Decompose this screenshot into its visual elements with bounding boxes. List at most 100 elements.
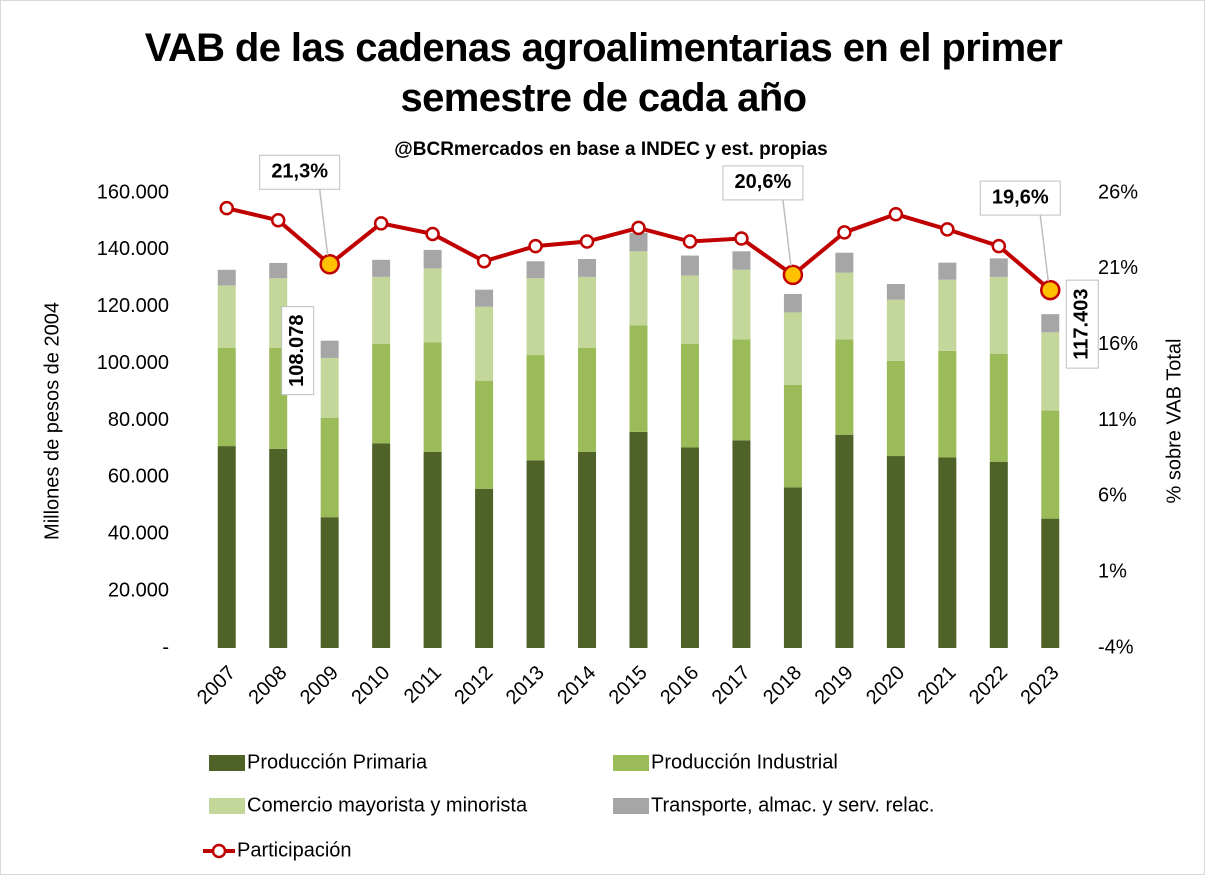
bar-segment (629, 431, 648, 648)
bar-segment (526, 460, 545, 648)
bar-segment (372, 276, 391, 344)
bar-segment (475, 488, 494, 648)
bar-segment (217, 446, 236, 648)
legend-label: Producción Primaria (247, 751, 428, 773)
y2-tick-label: 26% (1098, 181, 1138, 203)
y-tick-label: 60.000 (108, 466, 169, 488)
bar-segment (732, 339, 751, 441)
bar-segment (372, 343, 391, 444)
line-marker (270, 213, 286, 228)
y-axis-title: Millones de pesos de 2004 (41, 302, 63, 540)
y-tick-label: 120.000 (97, 295, 169, 317)
legend-label: Producción Industrial (651, 751, 838, 773)
line-marker (837, 225, 852, 240)
bar-segment (938, 457, 957, 648)
bar-segment (578, 347, 597, 452)
line-marker (734, 231, 749, 246)
bar-segment (475, 380, 494, 489)
y-tick-label: 40.000 (108, 523, 169, 545)
leader-line (1039, 214, 1050, 282)
bar-segment (423, 268, 442, 343)
bar-segment (320, 340, 339, 358)
line-marker (425, 226, 440, 242)
line-marker (319, 254, 340, 275)
bar-segment (783, 487, 802, 648)
x-tick-label: 2011 (400, 662, 446, 708)
legend-swatch (613, 798, 649, 814)
x-tick-label: 2014 (553, 662, 600, 709)
bar-segment (269, 448, 288, 648)
y2-tick-label: 16% (1098, 333, 1138, 355)
chart-title: VAB de las cadenas agroalimentarias en e… (1, 23, 1204, 123)
x-tick-label: 2019 (811, 662, 858, 709)
bar-segment (989, 461, 1008, 648)
y-tick-label: 100.000 (97, 352, 169, 374)
legend-swatch (209, 755, 245, 771)
x-tick-label: 2022 (965, 662, 1012, 709)
legend-label: Transporte, almac. y serv. relac. (651, 794, 934, 816)
bar-segment (886, 284, 905, 300)
x-tick-label: 2008 (244, 662, 291, 709)
data-label: 20,6% (735, 171, 792, 193)
bar-segment (526, 278, 545, 356)
annotation-box (1065, 279, 1099, 369)
bar-segment (526, 261, 545, 279)
line-marker (1040, 279, 1061, 301)
bar-segment (269, 262, 288, 279)
legend-label: Participación (237, 839, 352, 861)
x-tick-label: 2016 (656, 662, 703, 709)
x-tick-label: 2021 (914, 662, 961, 709)
legend-marker (211, 843, 227, 859)
y-tick-label: 80.000 (108, 409, 169, 431)
bar-segment (835, 252, 854, 273)
bar-segment (989, 258, 1008, 277)
x-tick-label: 2018 (759, 662, 806, 709)
y-tick-label: - (162, 636, 169, 658)
bar-segment (1041, 410, 1060, 519)
x-tick-label: 2012 (450, 662, 497, 709)
bar-segment (320, 357, 339, 418)
bar-segment (680, 343, 699, 448)
y2-tick-label: -4% (1098, 636, 1134, 658)
data-label: 21,3% (271, 161, 328, 183)
x-tick-label: 2013 (502, 662, 549, 709)
bar-segment (372, 443, 391, 648)
line-marker (373, 216, 389, 231)
bar-segment (629, 325, 648, 432)
y-tick-label: 160.000 (97, 181, 169, 203)
bar-segment (886, 299, 905, 361)
chart-title-text: VAB de las cadenas agroalimentarias en e… (144, 26, 1063, 120)
bar-segment (423, 451, 442, 648)
x-tick-label: 2017 (708, 662, 755, 709)
bar-segment (629, 232, 648, 252)
line-marker (219, 200, 234, 216)
y-tick-label: 140.000 (97, 238, 169, 260)
x-tick-label: 2023 (1017, 662, 1064, 709)
y2-tick-label: 21% (1098, 257, 1138, 279)
x-tick-label: 2015 (605, 662, 652, 709)
legend-label: Comercio mayorista y minorista (247, 794, 528, 816)
y2-tick-label: 11% (1098, 409, 1137, 431)
bar-segment (629, 251, 648, 326)
bar-segment (783, 312, 802, 385)
line-marker (631, 220, 646, 236)
bar-segment (423, 249, 442, 269)
bar-segment (835, 434, 854, 648)
bar-segment (475, 289, 494, 307)
y-tick-label: 20.000 (108, 579, 169, 601)
bar-segment (680, 255, 699, 276)
bar-segment (732, 440, 751, 648)
bar-segment (526, 355, 545, 461)
bar-segment (989, 353, 1008, 462)
legend-swatch (613, 755, 649, 771)
line-marker (940, 222, 955, 237)
bar-segment (217, 347, 236, 447)
y2-axis-title: % sobre VAB Total (1163, 339, 1185, 504)
bar-segment (372, 259, 391, 277)
bar-segment (320, 517, 339, 648)
bar-segment (732, 251, 751, 270)
data-label: 19,6% (992, 186, 1049, 208)
bar-segment (578, 451, 597, 648)
